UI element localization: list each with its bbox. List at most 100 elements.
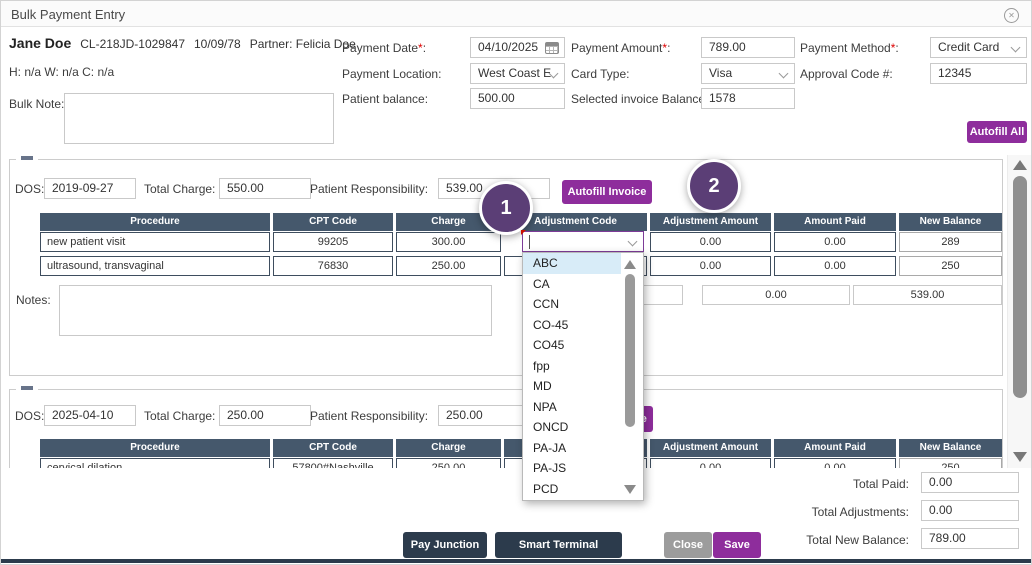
adjustment-code-combobox[interactable]	[522, 231, 644, 252]
approval-code-input[interactable]: 12345	[930, 63, 1027, 84]
column-header: Amount Paid	[774, 439, 896, 457]
total-paid-label: Total Paid:	[852, 477, 909, 491]
total-paid-input[interactable]: 0.00	[921, 472, 1019, 493]
column-header: New Balance	[899, 439, 1002, 457]
dropdown-option[interactable]: CCN	[533, 297, 559, 311]
dropdown-option[interactable]: PCD	[533, 481, 559, 496]
table-row: cervical dilation 57800#Nashville 250.00…	[10, 458, 1002, 468]
dos-input[interactable]: 2025-04-10	[44, 405, 136, 426]
patient-balance-label: Patient balance:	[342, 92, 429, 106]
scrollbar-thumb[interactable]	[1013, 176, 1027, 398]
new-balance-cell: 289	[899, 232, 1002, 252]
dropdown-option[interactable]: PA-JS	[533, 461, 567, 475]
dropdown-option[interactable]: fpp	[533, 358, 550, 373]
vertical-scrollbar[interactable]	[1007, 155, 1031, 468]
dropdown-scrollbar-down-icon[interactable]	[624, 485, 636, 494]
payment-date-input[interactable]: 04/10/2025	[470, 37, 565, 58]
collapse-toggle[interactable]	[16, 154, 38, 162]
procedure-cell[interactable]: new patient visit	[40, 232, 270, 252]
scrollbar-up-icon[interactable]	[1013, 160, 1027, 170]
patient-info: Jane Doe CL-218JD-1029847 10/09/78 Partn…	[9, 35, 356, 51]
column-header: CPT Code	[273, 439, 393, 457]
dialog-bottom-edge	[1, 559, 1031, 563]
dropdown-scrollbar-thumb[interactable]	[625, 274, 635, 427]
total-adjustments-input[interactable]: 0.00	[921, 500, 1019, 521]
invoice-balance-total: 539.00	[853, 285, 1002, 305]
card-type-select[interactable]: Visa	[701, 63, 795, 84]
adjustment-amount-cell[interactable]: 0.00	[650, 256, 771, 276]
pay-junction-button[interactable]: Pay Junction	[403, 532, 487, 558]
calendar-icon[interactable]	[545, 42, 559, 54]
cpt-code-cell[interactable]: 99205	[273, 232, 393, 252]
total-adjustments-label: Total Adjustments:	[811, 505, 909, 519]
payment-amount-input[interactable]: 789.00	[701, 37, 795, 58]
cpt-code-cell[interactable]: 76830	[273, 256, 393, 276]
dropdown-option[interactable]: ONCD	[533, 420, 569, 434]
column-header: Adjustment Amount	[650, 439, 771, 457]
adjustment-code-dropdown: ABC CA CCN CO-45 CO45 fpp MD NPA ONCD PA-JA PA-JS P…	[522, 252, 644, 501]
column-header: Procedure	[40, 213, 270, 231]
notes-input[interactable]	[59, 285, 492, 336]
smart-terminal-button[interactable]: Smart Terminal	[495, 532, 622, 558]
dropdown-option[interactable]: PA-JA	[533, 440, 567, 455]
close-button[interactable]: Close	[664, 532, 712, 558]
invoice-paid-total: 0.00	[702, 285, 850, 305]
amount-paid-cell[interactable]: 0.00	[774, 232, 896, 252]
chevron-down-icon	[778, 68, 789, 79]
charge-cell[interactable]: 300.00	[396, 232, 501, 252]
approval-code-label: Approval Code #:	[800, 67, 893, 81]
selected-invoice-balance-input[interactable]: 1578	[701, 88, 795, 109]
new-balance-cell: 250	[899, 256, 1002, 276]
card-type-label: Card Type:	[571, 67, 630, 81]
patient-name: Jane Doe	[9, 35, 72, 51]
amount-paid-cell[interactable]: 0.00	[774, 458, 896, 468]
column-header: Procedure	[40, 439, 270, 457]
dropdown-option[interactable]: CA	[533, 276, 550, 291]
table-row: ultrasound, transvaginal 76830 250.00 0.…	[10, 256, 1004, 277]
charge-cell[interactable]: 250.00	[396, 256, 501, 276]
total-charge-label: Total Charge:	[144, 409, 216, 423]
dropdown-option[interactable]: CO-45	[533, 317, 569, 332]
payment-date-label: Payment Date*:	[342, 41, 427, 55]
title-bar: Bulk Payment Entry ✕	[1, 1, 1031, 27]
save-button[interactable]: Save	[713, 532, 761, 558]
dialog-close-icon[interactable]: ✕	[1004, 8, 1019, 23]
payment-amount-label: Payment Amount*:	[571, 41, 671, 55]
dropdown-option[interactable]: CO45	[533, 338, 565, 352]
patient-balance-input[interactable]: 500.00	[470, 88, 565, 109]
adjustment-amount-cell[interactable]: 0.00	[650, 458, 771, 468]
required-corner-marker	[521, 230, 526, 235]
total-charge-label: Total Charge:	[144, 182, 216, 196]
dropdown-option[interactable]: NPA	[533, 399, 557, 414]
amount-paid-cell[interactable]: 0.00	[774, 256, 896, 276]
dropdown-scrollbar-up-icon[interactable]	[624, 260, 636, 269]
notes-label: Notes:	[16, 293, 51, 307]
charge-cell[interactable]: 250.00	[396, 458, 501, 468]
dos-input[interactable]: 2019-09-27	[44, 178, 136, 199]
procedure-cell[interactable]: ultrasound, transvaginal	[40, 256, 270, 276]
cpt-code-cell[interactable]: 57800#Nashville	[273, 458, 393, 468]
dos-label: DOS:	[15, 182, 45, 196]
total-new-balance-input[interactable]: 789.00	[921, 528, 1019, 549]
patient-responsibility-label: Patient Responsibility:	[310, 182, 429, 196]
table-row: new patient visit 99205 300.00 0.00 0.00…	[10, 232, 1004, 253]
dropdown-option[interactable]: ABC	[523, 253, 621, 274]
collapse-toggle[interactable]	[16, 384, 38, 392]
chevron-down-icon[interactable]	[627, 236, 638, 247]
procedure-cell[interactable]: cervical dilation	[40, 458, 270, 468]
collapse-dash-icon	[21, 386, 33, 390]
adjustment-amount-cell[interactable]: 0.00	[650, 232, 771, 252]
scrollbar-down-icon[interactable]	[1013, 452, 1027, 462]
autofill-invoice-button[interactable]: Autofill Invoice	[562, 180, 652, 204]
autofill-all-button[interactable]: Autofill All	[967, 121, 1027, 143]
total-charge-input[interactable]: 250.00	[219, 405, 311, 426]
text-cursor	[529, 235, 530, 249]
total-charge-input[interactable]: 550.00	[219, 178, 311, 199]
payment-method-select[interactable]: Credit Card	[930, 37, 1027, 58]
dos-label: DOS:	[15, 409, 45, 423]
payment-location-select[interactable]: West Coast E	[470, 63, 565, 84]
bulk-note-input[interactable]	[64, 93, 334, 144]
dropdown-option[interactable]: MD	[533, 379, 552, 393]
